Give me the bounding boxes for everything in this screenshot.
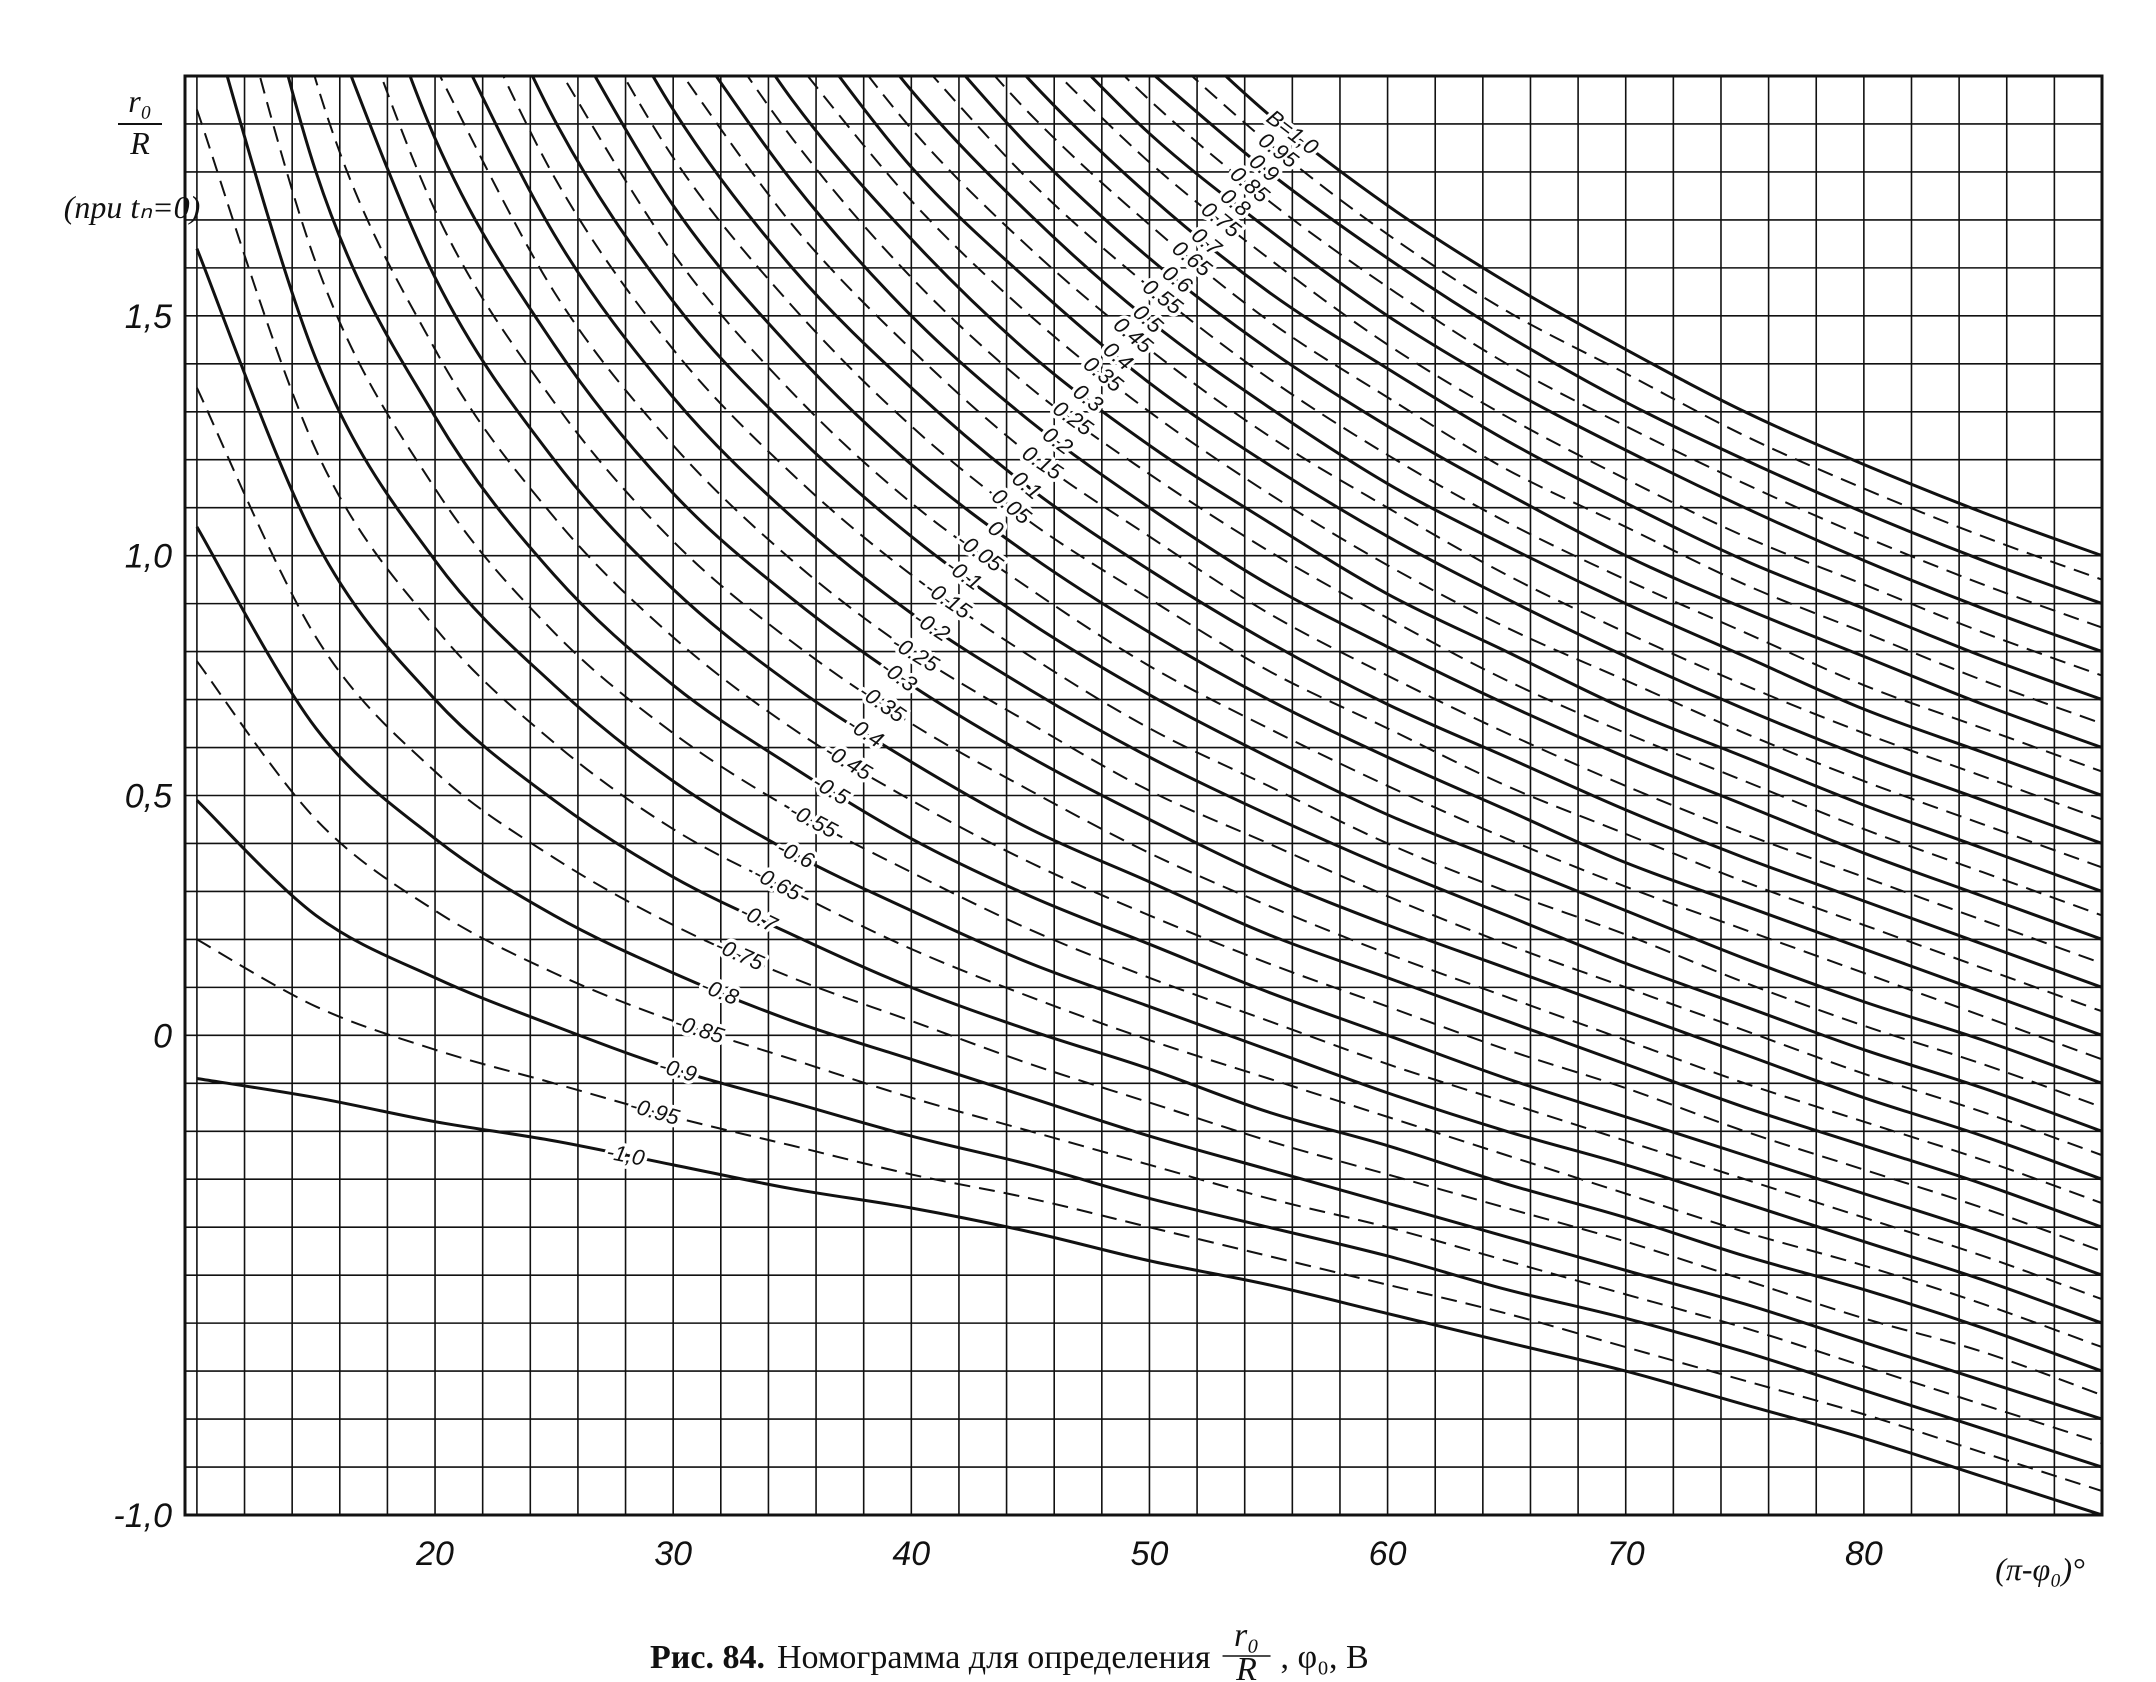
curve xyxy=(196,387,2102,1397)
x-tick-label: 60 xyxy=(1369,1535,1407,1573)
curve xyxy=(714,76,2102,941)
caption-text: Номограмма для определения xyxy=(777,1639,1211,1676)
curve xyxy=(1058,76,2102,677)
curve xyxy=(196,660,2102,1445)
curve xyxy=(1088,76,2102,654)
y-tick-label: 0,5 xyxy=(125,778,172,816)
curve xyxy=(806,76,2102,869)
curve xyxy=(195,799,2102,1469)
curve-labels: -1,0-0.95-0.9-0.85-0.8-0.75-0.7-0.65-0.6… xyxy=(601,101,1327,1174)
curve xyxy=(225,76,2102,1325)
curve xyxy=(380,76,2102,1205)
curve xyxy=(993,76,2102,725)
curve xyxy=(530,76,2102,1085)
x-tick-label: 20 xyxy=(415,1535,454,1573)
curve xyxy=(1123,76,2102,629)
y-tick-label: 1,5 xyxy=(125,298,172,336)
caption: Рис. 84. Номограмма для определения xyxy=(650,1639,1211,1676)
curve xyxy=(897,76,2102,797)
x-tick-label: 40 xyxy=(892,1535,930,1573)
x-label: (π-φ₀)° xyxy=(1995,1551,2085,1587)
x-tick-label: 50 xyxy=(1131,1535,1169,1573)
curve xyxy=(622,76,2102,1013)
curve xyxy=(408,76,2102,1181)
curve xyxy=(682,76,2102,965)
curve-label: -0.85 xyxy=(672,1009,728,1048)
curve xyxy=(258,76,2102,1301)
plot-frame xyxy=(183,74,2104,1517)
curve xyxy=(195,526,2102,1421)
curve xyxy=(1190,76,2102,581)
curve xyxy=(195,109,2102,1349)
curve-label: -1,0 xyxy=(605,1139,648,1171)
curve xyxy=(746,76,2102,917)
curve xyxy=(502,76,2102,1109)
x-tick-label: 70 xyxy=(1607,1535,1645,1573)
caption-number: Рис. 84. xyxy=(650,1639,765,1676)
caption-denominator: R xyxy=(1235,1651,1257,1682)
curve xyxy=(1152,76,2102,606)
curve-label: -0.6 xyxy=(773,835,819,874)
y-label-denominator: R xyxy=(129,125,150,161)
axes: 20 30 40 50 60 70 80 -1,0 0 0,5 1,0 1,5 xyxy=(113,298,1882,1573)
curve xyxy=(470,76,2102,1133)
curve xyxy=(349,76,2102,1229)
y-label-numerator: r₀ xyxy=(128,83,152,119)
y-tick-label: -1,0 xyxy=(113,1497,172,1535)
curve xyxy=(931,76,2102,773)
curve-label: -0.95 xyxy=(627,1092,683,1130)
caption-numerator: r₀ xyxy=(1234,1617,1259,1654)
curve xyxy=(651,76,2102,989)
curve xyxy=(561,76,2102,1061)
curve xyxy=(1223,76,2102,558)
curve xyxy=(963,76,2102,749)
curve xyxy=(867,76,2102,821)
curve xyxy=(196,1077,2102,1515)
curves xyxy=(195,76,2102,1515)
curve xyxy=(837,76,2102,845)
y-label-note: (при tₙ=0) xyxy=(64,189,201,225)
caption-tail: , φ₀, B xyxy=(1281,1639,1369,1676)
curve xyxy=(438,76,2102,1157)
curve xyxy=(773,76,2102,893)
curve xyxy=(313,76,2102,1253)
curve-label: -0.9 xyxy=(656,1053,699,1087)
x-tick-label: 30 xyxy=(654,1535,692,1573)
y-tick-label: 0 xyxy=(153,1017,172,1055)
curve-label: -0.7 xyxy=(736,898,782,937)
curve xyxy=(286,76,2102,1277)
curve xyxy=(593,76,2102,1037)
curve xyxy=(195,248,2102,1373)
curve xyxy=(196,938,2102,1492)
y-tick-label: 1,0 xyxy=(125,538,172,576)
x-tick-label: 80 xyxy=(1845,1535,1883,1573)
curve-label: -0.8 xyxy=(698,973,743,1011)
curve xyxy=(1023,76,2102,701)
